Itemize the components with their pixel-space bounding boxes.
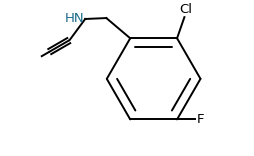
Text: Cl: Cl (179, 3, 192, 16)
Text: F: F (196, 113, 204, 126)
Text: HN: HN (65, 12, 84, 25)
